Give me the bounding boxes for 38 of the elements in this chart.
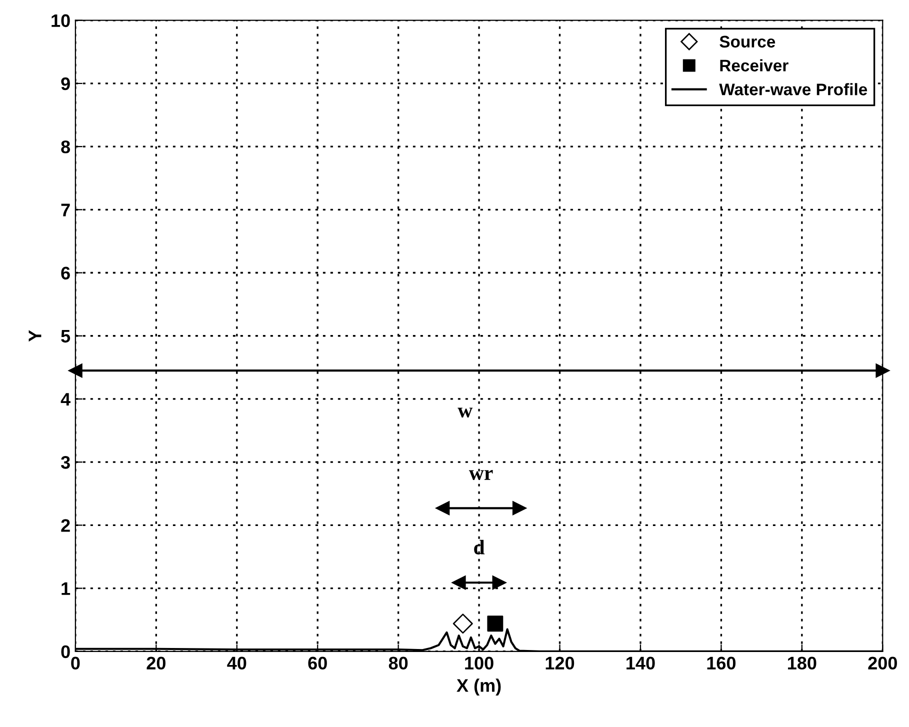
- x-tick-label: 180: [788, 656, 816, 670]
- y-tick-label: 9: [61, 77, 70, 90]
- point: [436, 501, 450, 516]
- x-tick-label: 20: [146, 656, 166, 670]
- legend-label: Source: [720, 36, 776, 48]
- y-tick-label: 1: [62, 582, 70, 595]
- point: [452, 576, 466, 590]
- legend-label: Water-wave Profile: [719, 83, 868, 96]
- annotation: w: [458, 408, 473, 418]
- annotation: wr: [468, 470, 493, 480]
- x-tick-label: 40: [227, 656, 246, 670]
- x-tick-label: 0: [71, 656, 80, 670]
- point: [876, 364, 890, 378]
- point: [487, 616, 504, 632]
- y-tick-label: 3: [60, 456, 70, 469]
- x-tick-label: 100: [465, 656, 494, 670]
- y-tick-label: 6: [61, 266, 70, 280]
- y-axis-title: Y: [28, 330, 42, 342]
- y-tick-label: 10: [52, 14, 70, 28]
- x-tick-label: 60: [308, 656, 327, 670]
- x-tick-label: 120: [546, 656, 574, 670]
- y-tick-label: 2: [61, 519, 70, 532]
- x-axis-title: X (m): [456, 678, 501, 696]
- y-tick-label: 7: [61, 204, 70, 216]
- x-tick-label: 160: [707, 656, 736, 670]
- legend-label: Receiver: [720, 59, 788, 72]
- y-tick-label: 8: [61, 140, 70, 154]
- point: [512, 501, 526, 516]
- y-tick-label: 0: [61, 645, 70, 658]
- x-tick-label: 140: [626, 656, 655, 670]
- x-tick-label: 200: [868, 656, 897, 670]
- point: [452, 614, 473, 634]
- point: [492, 576, 506, 590]
- x-tick-label: 80: [388, 656, 408, 670]
- annotation: d: [474, 540, 485, 554]
- point: [68, 364, 82, 378]
- y-tick-label: 5: [61, 330, 70, 343]
- y-tick-label: 4: [60, 393, 70, 406]
